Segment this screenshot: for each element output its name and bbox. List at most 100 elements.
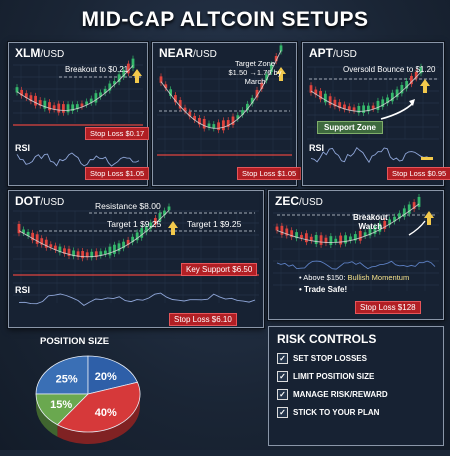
checkbox-icon: ✓ xyxy=(277,353,288,364)
pie-slice-label: 25% xyxy=(56,373,78,385)
panel-apt: APT/USD Oversold Bounce to $1.20 Support… xyxy=(302,42,450,186)
candle-body xyxy=(295,232,298,239)
candle-body xyxy=(103,250,107,255)
candle-body xyxy=(226,120,230,127)
risk-item: ✓ STICK TO YOUR PLAN xyxy=(277,407,379,418)
stop-loss-badge: Stop Loss $0.17 xyxy=(85,127,150,140)
bounce-arrow xyxy=(380,102,414,120)
pie-slice-label: 15% xyxy=(50,399,72,411)
candle-body xyxy=(167,206,171,211)
breakout-watch-label: Breakout Watch xyxy=(353,213,388,231)
candle-body xyxy=(334,238,338,243)
panel-xlm: XLM/USD Breakout to $0.21 Stop Loss $0.1… xyxy=(8,42,150,186)
candle-body xyxy=(419,66,423,74)
candle-body xyxy=(81,251,85,259)
candle-body xyxy=(333,99,337,107)
candle-body xyxy=(363,232,367,236)
candle-body xyxy=(328,96,332,106)
momentum-note: • Above $150: Bullish Momentum xyxy=(299,273,410,282)
pair-label: APT/USD xyxy=(309,46,357,60)
candle-body xyxy=(285,228,289,236)
pair-label: ZEC/USD xyxy=(275,194,323,208)
candle-body xyxy=(103,88,107,94)
candle-body xyxy=(338,102,342,109)
dot-chart xyxy=(13,203,259,306)
rsi-marker xyxy=(421,157,433,160)
checkbox-icon: ✓ xyxy=(277,371,288,382)
pair-label: DOT/USD xyxy=(15,194,65,208)
candle-body xyxy=(236,115,240,119)
pie-slice-label: 20% xyxy=(95,371,117,383)
candle-body xyxy=(383,221,387,229)
candle-body xyxy=(270,64,273,73)
candle-body xyxy=(122,69,126,77)
candle-body xyxy=(153,218,157,225)
xlm-chart xyxy=(13,55,143,167)
candle-body xyxy=(48,102,51,111)
candle-body xyxy=(352,107,356,111)
candle-body xyxy=(40,238,44,245)
candle-body xyxy=(15,87,19,93)
rsi-label: RSI xyxy=(15,285,31,295)
near-chart xyxy=(157,43,292,159)
position-size-pie: 25% 20% 40% 15% xyxy=(35,355,141,444)
candle-body xyxy=(169,89,172,96)
candle-body xyxy=(63,248,66,254)
candle-body xyxy=(329,236,333,245)
candle-body xyxy=(300,234,303,239)
candle-body xyxy=(304,233,308,243)
moving-average-line xyxy=(18,209,170,258)
candle-body xyxy=(72,250,75,257)
stop-loss-badge: Stop Loss $128 xyxy=(355,301,421,314)
candle-body xyxy=(34,95,37,106)
candle-body xyxy=(309,236,313,241)
candle-body xyxy=(131,236,135,243)
candle-body xyxy=(113,244,116,254)
candle-body xyxy=(366,105,370,112)
candle-body xyxy=(290,230,294,238)
pair-label: NEAR/USD xyxy=(159,46,217,60)
pie-slice xyxy=(56,381,141,433)
candle-body xyxy=(117,74,121,83)
candle-body xyxy=(126,239,130,245)
candle-body xyxy=(198,118,201,125)
moving-average-line xyxy=(276,203,420,244)
candle-body xyxy=(76,251,80,257)
candle-body xyxy=(26,231,30,236)
candle-body xyxy=(309,85,313,93)
candle-body xyxy=(108,246,112,256)
candle-body xyxy=(265,74,268,81)
pie-slice-label: 40% xyxy=(95,407,117,419)
panel-near: NEAR/USD Target Zone $1.50 →1.76 by March … xyxy=(152,42,302,186)
candle-body xyxy=(140,228,144,238)
candle-body xyxy=(85,252,89,258)
candle-body xyxy=(58,246,62,253)
moving-average-line xyxy=(310,71,422,112)
pie-slice-side xyxy=(36,394,58,437)
candle-body xyxy=(90,251,94,258)
candle-body xyxy=(122,241,125,249)
page-title: MID-CAP ALTCOIN SETUPS xyxy=(81,8,369,31)
position-size-title: POSITION SIZE xyxy=(40,336,110,347)
breakout-arrow xyxy=(408,220,426,236)
candle-body xyxy=(85,101,88,105)
candle-body xyxy=(241,110,244,115)
candle-body xyxy=(53,245,57,250)
candle-body xyxy=(99,251,103,256)
candle-body xyxy=(358,230,362,241)
candle-body xyxy=(343,104,346,110)
candle-body xyxy=(188,111,192,117)
target2-label: Target 1 $9.25 xyxy=(187,219,242,229)
arrow-head-icon xyxy=(409,99,415,106)
candle-body xyxy=(17,223,21,234)
candle-body xyxy=(395,89,399,98)
rsi-label: RSI xyxy=(309,143,325,153)
risk-controls-panel: RISK CONTROLS ✓ SET STOP LOSSES ✓ LIMIT PO… xyxy=(268,326,444,446)
candle-body xyxy=(202,118,206,129)
pie-slice xyxy=(35,393,89,426)
candle-body xyxy=(183,107,187,112)
candle-body xyxy=(212,124,216,129)
risk-controls-title: RISK CONTROLS xyxy=(277,332,377,346)
candle-body xyxy=(280,225,284,235)
target1-label: Target 1 $9.25 xyxy=(107,219,162,229)
